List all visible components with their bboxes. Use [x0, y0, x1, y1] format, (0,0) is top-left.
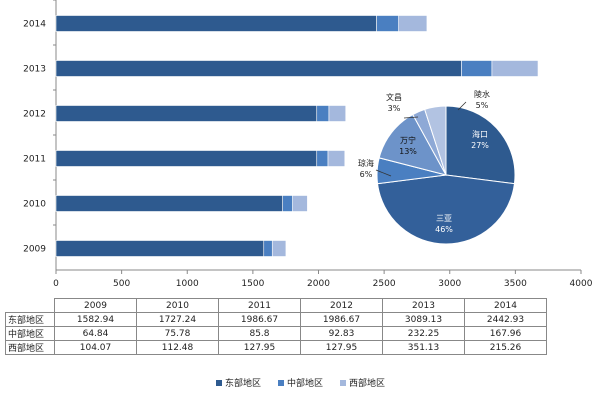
table-cell: 1986.67 — [218, 312, 301, 327]
pie-percent-label: 27% — [471, 141, 489, 150]
table-cell: 1582.94 — [54, 312, 137, 327]
pie-label: 琼海 — [358, 158, 374, 168]
legend-item-east: 东部地区 — [216, 376, 261, 389]
y-tick-label: 2011 — [23, 155, 46, 165]
table-header: 2012 — [300, 298, 383, 313]
bar-segment — [376, 15, 399, 32]
pie-label: 万宁 — [400, 135, 416, 145]
bar-segment — [461, 60, 493, 77]
table-row: 中部地区 64.84 75.78 85.8 92.83 232.25 167.9… — [5, 326, 547, 341]
table-header-row: 2009 2010 2011 2012 2013 2014 — [5, 298, 547, 313]
table-cell: 112.48 — [136, 340, 219, 355]
x-tick-label: 2000 — [307, 279, 330, 289]
table-cell: 1986.67 — [300, 312, 383, 327]
bar-segment — [292, 195, 308, 212]
pie-chart: 海口 27% 三亚 46% 琼海 6% 万宁 13% 文昌 3% 陵水 5% — [358, 89, 516, 245]
pie-percent-label: 46% — [435, 225, 453, 234]
pie-slice — [445, 105, 516, 185]
table-cell: 232.25 — [382, 326, 465, 341]
table-cell: 64.84 — [54, 326, 137, 341]
legend-swatch — [340, 379, 346, 386]
table-row: 东部地区 1582.94 1727.24 1986.67 1986.67 308… — [5, 312, 547, 327]
pie-leader-line — [375, 169, 392, 177]
bar-segment — [282, 195, 293, 212]
y-tick-label: 2009 — [23, 245, 46, 255]
table-header: 2014 — [464, 298, 547, 313]
bar-segment — [327, 150, 346, 167]
table-cell: 75.78 — [136, 326, 219, 341]
data-table: 2009 2010 2011 2012 2013 2014 东部地区 1582.… — [5, 298, 547, 355]
legend-item-west: 西部地区 — [340, 376, 385, 389]
pie-slice — [424, 105, 447, 176]
bar-segment — [328, 105, 347, 122]
legend-label: 中部地区 — [287, 379, 324, 389]
pie-percent-label: 6% — [360, 170, 373, 179]
legend-swatch — [216, 379, 222, 386]
bar-segment — [398, 15, 428, 32]
x-tick-label: 4000 — [570, 279, 593, 289]
pie-label: 三亚 — [436, 214, 452, 223]
table-row: 西部地区 104.07 112.48 127.95 127.95 351.13 … — [5, 340, 547, 355]
pie-slice — [376, 174, 516, 245]
bar-segment — [55, 150, 318, 167]
legend-label: 西部地区 — [349, 379, 386, 389]
legend-label: 东部地区 — [225, 379, 262, 389]
table-row-label: 中部地区 — [5, 326, 55, 341]
bar-segment — [55, 105, 318, 122]
bar-segment — [55, 15, 377, 32]
legend-item-central: 中部地区 — [278, 376, 323, 389]
table-cell: 215.26 — [464, 340, 547, 355]
table-corner — [5, 298, 55, 313]
bar-segment — [55, 240, 265, 257]
table-row-label: 东部地区 — [5, 312, 55, 327]
table-header: 2010 — [136, 298, 219, 313]
x-tick-label: 3000 — [438, 279, 461, 289]
table-cell: 85.8 — [218, 326, 301, 341]
table-cell: 1727.24 — [136, 312, 219, 327]
pie-label: 陵水 — [474, 89, 490, 99]
table-cell: 2442.93 — [464, 312, 547, 327]
pie-slice — [378, 113, 447, 176]
table-cell: 127.95 — [218, 340, 301, 355]
pie-leader-line — [403, 116, 419, 119]
pie-percent-label: 5% — [476, 101, 489, 110]
legend: 东部地区 中部地区 西部地区 — [0, 376, 605, 390]
x-tick-label: 500 — [113, 279, 130, 289]
x-tick-label: 2500 — [373, 279, 396, 289]
table-cell: 3089.13 — [382, 312, 465, 327]
table-cell: 127.95 — [300, 340, 383, 355]
bar-segment — [55, 60, 462, 77]
table-header: 2011 — [218, 298, 301, 313]
stacked-bar-chart: 0 500 1000 1500 2000 2500 3000 3500 4000 2009 2010… — [23, 0, 593, 289]
bar-segment — [491, 60, 539, 77]
y-tick-label: 2013 — [23, 65, 46, 75]
x-tick-label: 3500 — [504, 279, 527, 289]
bar-segment — [55, 195, 284, 212]
x-tick-label: 1500 — [241, 279, 264, 289]
table-row-label: 西部地区 — [5, 340, 55, 355]
pie-percent-label: 3% — [388, 104, 401, 113]
table-cell: 92.83 — [300, 326, 383, 341]
table-cell: 167.96 — [464, 326, 547, 341]
y-tick-label: 2014 — [23, 20, 46, 30]
y-tick-label: 2012 — [23, 110, 46, 120]
y-tick-label: 2010 — [23, 200, 46, 210]
table-cell: 351.13 — [382, 340, 465, 355]
x-tick-label: 1000 — [176, 279, 199, 289]
x-tick-label: 0 — [53, 279, 59, 289]
bar-segment — [316, 150, 329, 167]
bar-segment — [271, 240, 287, 257]
pie-label: 海口 — [472, 129, 488, 139]
table-cell: 104.07 — [54, 340, 137, 355]
pie-leader-line — [457, 101, 467, 111]
pie-percent-label: 13% — [399, 147, 417, 156]
bar-segment — [316, 105, 330, 122]
legend-swatch — [278, 379, 284, 386]
table-header: 2009 — [54, 298, 137, 313]
bar-segment — [263, 240, 273, 257]
table-header: 2013 — [382, 298, 465, 313]
pie-label: 文昌 — [386, 92, 402, 102]
